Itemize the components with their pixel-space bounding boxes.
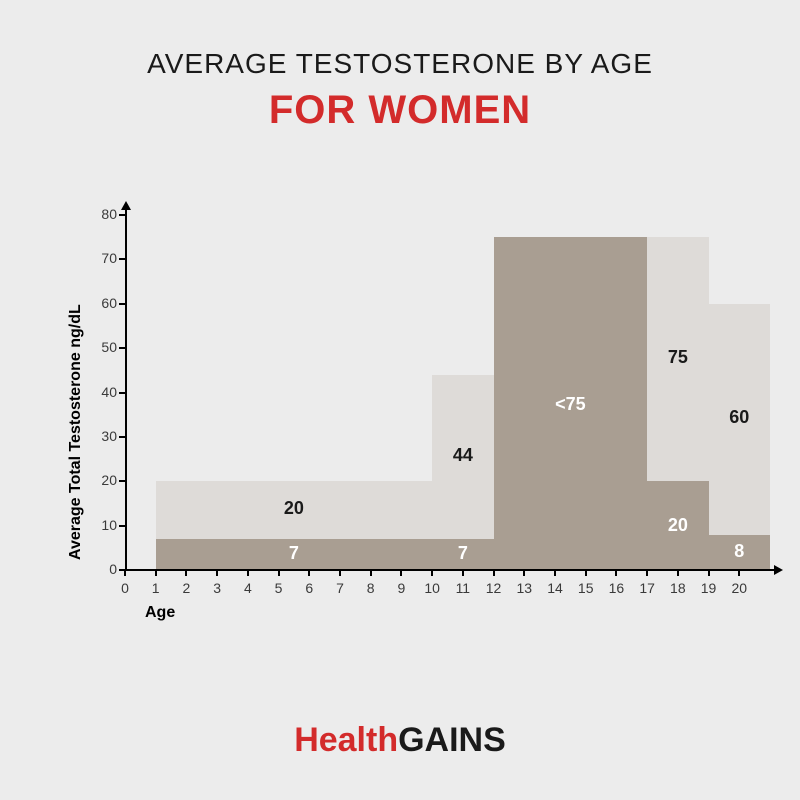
bar-high-label: 20 xyxy=(264,498,324,519)
logo-part-1: Health xyxy=(294,721,398,759)
bar-low-label: 8 xyxy=(709,541,769,562)
y-tick xyxy=(119,258,125,260)
bar-low-label: 20 xyxy=(648,515,708,536)
y-tick-label: 10 xyxy=(87,517,117,533)
x-tick-label: 11 xyxy=(453,580,473,596)
x-tick-label: 1 xyxy=(146,580,166,596)
y-tick-label: 70 xyxy=(87,250,117,266)
title-line-1: AVERAGE TESTOSTERONE BY AGE xyxy=(0,48,800,80)
y-tick xyxy=(119,436,125,438)
x-tick-label: 19 xyxy=(699,580,719,596)
chart-title: AVERAGE TESTOSTERONE BY AGE FOR WOMEN xyxy=(0,48,800,133)
y-tick-label: 80 xyxy=(87,206,117,222)
x-tick-label: 4 xyxy=(238,580,258,596)
y-axis-label: Average Total Testosterone ng/dL xyxy=(67,304,85,560)
x-tick-label: 8 xyxy=(361,580,381,596)
x-tick-label: 3 xyxy=(207,580,227,596)
y-tick-label: 0 xyxy=(87,561,117,577)
x-tick xyxy=(155,570,157,576)
bar-high-label: <75 xyxy=(540,394,600,415)
x-tick-label: 10 xyxy=(422,580,442,596)
x-tick-label: 7 xyxy=(330,580,350,596)
x-tick xyxy=(493,570,495,576)
x-tick xyxy=(400,570,402,576)
x-tick xyxy=(646,570,648,576)
x-tick xyxy=(278,570,280,576)
title-line-2: FOR WOMEN xyxy=(0,88,800,133)
x-tick-label: 2 xyxy=(176,580,196,596)
x-tick-label: 18 xyxy=(668,580,688,596)
y-tick-label: 50 xyxy=(87,339,117,355)
x-tick xyxy=(431,570,433,576)
y-tick xyxy=(119,303,125,305)
brand-logo: HealthGAINS xyxy=(0,721,800,760)
x-tick xyxy=(339,570,341,576)
logo-part-2: GAINS xyxy=(398,721,506,759)
y-axis-arrow xyxy=(121,201,131,210)
y-tick-label: 60 xyxy=(87,295,117,311)
x-tick xyxy=(124,570,126,576)
bar-high-label: 44 xyxy=(433,445,493,466)
y-tick xyxy=(119,214,125,216)
x-tick xyxy=(247,570,249,576)
x-tick-label: 12 xyxy=(484,580,504,596)
x-tick xyxy=(185,570,187,576)
y-tick-label: 20 xyxy=(87,472,117,488)
y-axis xyxy=(125,209,127,570)
x-tick xyxy=(308,570,310,576)
x-tick-label: 6 xyxy=(299,580,319,596)
x-tick xyxy=(462,570,464,576)
bar-high-label: 75 xyxy=(648,347,708,368)
infographic-canvas: AVERAGE TESTOSTERONE BY AGE FOR WOMEN 20… xyxy=(0,0,800,800)
x-tick xyxy=(554,570,556,576)
y-tick xyxy=(119,347,125,349)
x-tick-label: 5 xyxy=(269,580,289,596)
y-tick-label: 30 xyxy=(87,428,117,444)
x-tick xyxy=(216,570,218,576)
x-tick xyxy=(523,570,525,576)
x-axis-label: Age xyxy=(145,604,175,622)
x-axis-arrow xyxy=(774,565,783,575)
x-tick xyxy=(615,570,617,576)
bar-low-label: 7 xyxy=(264,543,324,564)
x-tick-label: 14 xyxy=(545,580,565,596)
x-tick-label: 20 xyxy=(729,580,749,596)
x-tick-label: 13 xyxy=(514,580,534,596)
bar-high-label: 60 xyxy=(709,407,769,428)
y-tick xyxy=(119,525,125,527)
plot-area: 207447<757520608010203040506070800123456… xyxy=(125,215,770,570)
x-tick-label: 9 xyxy=(391,580,411,596)
x-tick-label: 17 xyxy=(637,580,657,596)
y-tick xyxy=(119,480,125,482)
y-tick xyxy=(119,392,125,394)
x-tick xyxy=(708,570,710,576)
x-tick xyxy=(677,570,679,576)
x-tick xyxy=(370,570,372,576)
y-tick-label: 40 xyxy=(87,384,117,400)
range-high-bar xyxy=(709,304,770,570)
x-tick-label: 0 xyxy=(115,580,135,596)
x-tick-label: 15 xyxy=(576,580,596,596)
x-tick xyxy=(738,570,740,576)
x-tick xyxy=(585,570,587,576)
bar-low-label: 7 xyxy=(433,543,493,564)
x-tick-label: 16 xyxy=(606,580,626,596)
